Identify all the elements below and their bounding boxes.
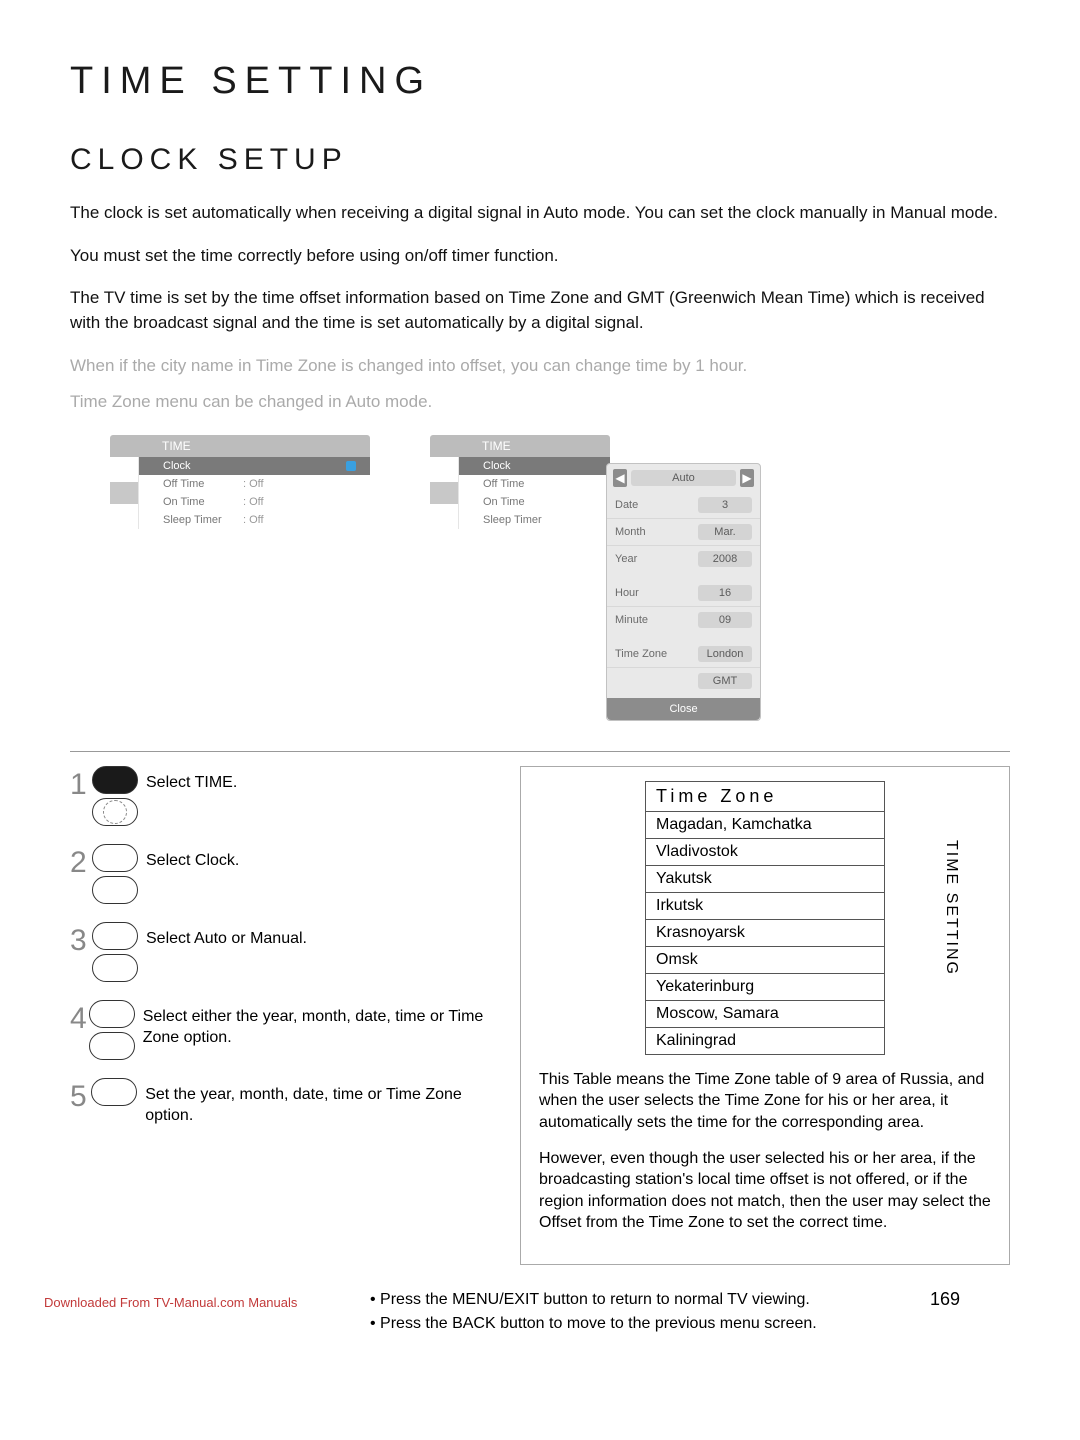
tv-menu-row[interactable]: Clock bbox=[139, 457, 370, 475]
page-title: TIME SETTING bbox=[70, 60, 1010, 103]
tv-menu-1: TIME ClockOff Time: OffOn Time: OffSleep… bbox=[110, 435, 370, 721]
para-4: When if the city name in Time Zone is ch… bbox=[70, 354, 1010, 379]
step-text: Set the year, month, date, time or Time … bbox=[145, 1084, 500, 1127]
step-3: 3 Select Auto or Manual. bbox=[70, 922, 500, 982]
close-button[interactable]: Close bbox=[607, 698, 760, 720]
remote-nav-button bbox=[91, 1078, 137, 1106]
remote-menu-button bbox=[92, 766, 138, 794]
section-title: CLOCK SETUP bbox=[70, 143, 1010, 177]
para-3: The TV time is set by the time offset in… bbox=[70, 286, 1010, 335]
remote-nav-button bbox=[92, 798, 138, 826]
para-5: Time Zone menu can be changed in Auto mo… bbox=[70, 390, 1010, 415]
timezone-note-1: This Table means the Time Zone table of … bbox=[539, 1069, 991, 1134]
timezone-table: Time Zone Magadan, KamchatkaVladivostokY… bbox=[645, 781, 885, 1055]
tv-menu-row[interactable]: On Time: Off bbox=[139, 493, 370, 511]
step-text: Select either the year, month, date, tim… bbox=[143, 1006, 500, 1049]
play-icon bbox=[346, 461, 356, 471]
download-source-link[interactable]: Downloaded From TV-Manual.com Manuals bbox=[44, 1295, 297, 1310]
step-4: 4 Select either the year, month, date, ti… bbox=[70, 1000, 500, 1060]
timezone-row: Omsk bbox=[646, 947, 884, 974]
step-text: Select TIME. bbox=[146, 772, 237, 794]
step-number: 1 bbox=[70, 768, 90, 802]
remote-nav-button bbox=[92, 876, 138, 904]
step-text: Select Auto or Manual. bbox=[146, 928, 307, 950]
tv-menu-row[interactable]: Sleep Timer: Off bbox=[139, 511, 370, 529]
popup-field[interactable]: Hour16 bbox=[607, 580, 760, 606]
tv-menu-1-title: TIME bbox=[110, 435, 370, 457]
clock-popup: ◀ Auto ▶ Date3MonthMar.Year2008 Hour16Mi… bbox=[606, 463, 761, 721]
tv-menu-2: TIME ClockOff TimeOn TimeSleep Timer bbox=[430, 435, 610, 529]
chevron-left-icon[interactable]: ◀ bbox=[613, 469, 627, 487]
timezone-note-2: However, even though the user selected h… bbox=[539, 1148, 991, 1234]
popup-field[interactable]: Date3 bbox=[607, 492, 760, 518]
para-1: The clock is set automatically when rece… bbox=[70, 201, 1010, 226]
step-number: 4 bbox=[70, 1002, 87, 1036]
remote-nav-button bbox=[92, 954, 138, 982]
divider bbox=[70, 751, 1010, 752]
timezone-row: Yekaterinburg bbox=[646, 974, 884, 1001]
timezone-row: Irkutsk bbox=[646, 893, 884, 920]
timezone-row: Moscow, Samara bbox=[646, 1001, 884, 1028]
tv-menu-row[interactable]: Sleep Timer bbox=[459, 511, 610, 529]
step-number: 2 bbox=[70, 846, 90, 880]
para-2: You must set the time correctly before u… bbox=[70, 244, 1010, 269]
popup-field[interactable]: MonthMar. bbox=[607, 518, 760, 545]
footer-note-2: Press the BACK button to move to the pre… bbox=[370, 1315, 1010, 1333]
remote-nav-button bbox=[92, 922, 138, 950]
step-5: 5 Set the year, month, date, time or Time… bbox=[70, 1078, 500, 1127]
tv-menu-row[interactable]: On Time bbox=[459, 493, 610, 511]
remote-nav-button bbox=[89, 1000, 135, 1028]
step-text: Select Clock. bbox=[146, 850, 239, 872]
step-number: 5 bbox=[70, 1080, 89, 1114]
timezone-table-header: Time Zone bbox=[646, 782, 884, 812]
timezone-row: Yakutsk bbox=[646, 866, 884, 893]
tv-menu-row[interactable]: Off Time bbox=[459, 475, 610, 493]
timezone-row: Vladivostok bbox=[646, 839, 884, 866]
footer-note-1: Press the MENU/EXIT button to return to … bbox=[370, 1291, 1010, 1309]
footer-notes: Press the MENU/EXIT button to return to … bbox=[370, 1291, 1010, 1333]
tv-menu-2-title: TIME bbox=[430, 435, 610, 457]
page-number: 169 bbox=[930, 1289, 960, 1310]
popup-field[interactable]: GMT bbox=[607, 667, 760, 694]
tv-menu-2-wrap: TIME ClockOff TimeOn TimeSleep Timer ◀ A… bbox=[430, 435, 761, 721]
step-2: 2 Select Clock. bbox=[70, 844, 500, 904]
popup-field[interactable]: Minute09 bbox=[607, 606, 760, 633]
step-number: 3 bbox=[70, 924, 90, 958]
popup-field[interactable]: Time ZoneLondon bbox=[607, 641, 760, 667]
step-1: 1 Select TIME. bbox=[70, 766, 500, 826]
tv-menu-row[interactable]: Off Time: Off bbox=[139, 475, 370, 493]
side-label: TIME SETTING bbox=[942, 840, 960, 976]
tv-menu-row[interactable]: Clock bbox=[459, 457, 610, 475]
timezone-row: Krasnoyarsk bbox=[646, 920, 884, 947]
steps-list: 1 Select TIME. 2 Select Clock. 3 Select Auto … bbox=[70, 766, 500, 1265]
remote-nav-button bbox=[92, 844, 138, 872]
popup-field[interactable]: Year2008 bbox=[607, 545, 760, 572]
menu-left-indicator bbox=[430, 482, 458, 504]
chevron-right-icon[interactable]: ▶ bbox=[740, 469, 754, 487]
popup-mode[interactable]: Auto bbox=[631, 470, 736, 486]
tv-screenshots: TIME ClockOff Time: OffOn Time: OffSleep… bbox=[110, 435, 1010, 721]
timezone-row: Magadan, Kamchatka bbox=[646, 812, 884, 839]
menu-left-indicator bbox=[110, 482, 138, 504]
timezone-panel: Time Zone Magadan, KamchatkaVladivostokY… bbox=[520, 766, 1010, 1265]
remote-nav-button bbox=[89, 1032, 135, 1060]
timezone-row: Kaliningrad bbox=[646, 1028, 884, 1054]
